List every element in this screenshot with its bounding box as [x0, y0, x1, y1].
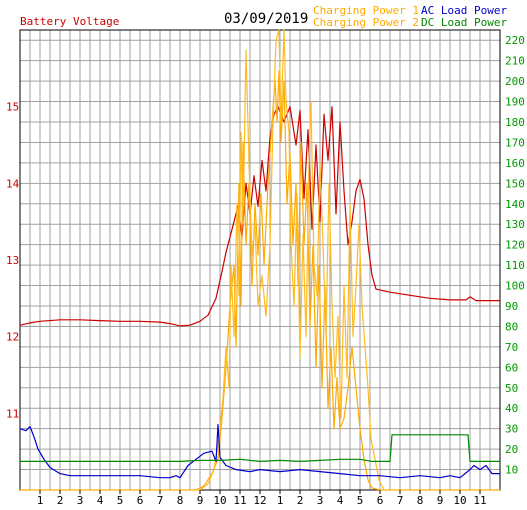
left-tick-label: 13	[6, 254, 19, 267]
series-line-charging-power-1	[20, 70, 500, 491]
x-tick-label: 3	[317, 494, 324, 507]
date-label: 03/09/2019	[224, 11, 308, 27]
x-tick-label: 10	[453, 494, 466, 507]
x-tick-label: 1	[277, 494, 284, 507]
x-tick-label: 5	[117, 494, 124, 507]
right-tick-label: 60	[505, 361, 518, 374]
right-tick-label: 20	[505, 443, 518, 456]
right-tick-label: 130	[505, 218, 525, 231]
x-tick-label: 10	[213, 494, 226, 507]
right-tick-label: 170	[505, 136, 525, 149]
right-tick-label: 30	[505, 423, 518, 436]
right-tick-label: 100	[505, 280, 525, 293]
x-tick-label: 5	[357, 494, 364, 507]
legend-dc-load-power: DC Load Power	[421, 16, 507, 29]
right-tick-label: 200	[505, 75, 525, 88]
x-tick-label: 8	[177, 494, 184, 507]
right-tick-label: 80	[505, 320, 518, 333]
legend-ac-load-power: AC Load Power	[421, 4, 507, 17]
x-tick-label: 2	[297, 494, 304, 507]
x-tick-label: 12	[253, 494, 266, 507]
right-tick-label: 110	[505, 259, 525, 272]
right-tick-label: 190	[505, 96, 525, 109]
x-tick-label: 9	[437, 494, 444, 507]
series-line-charging-power-2	[20, 29, 500, 491]
series-line-ac-load-power	[19, 424, 500, 479]
x-tick-label: 7	[397, 494, 404, 507]
x-tick-label: 11	[473, 494, 486, 507]
left-tick-label: 11	[6, 407, 19, 420]
x-tick-label: 1	[37, 494, 44, 507]
series-line-dc-load-power	[20, 434, 500, 462]
ticks: 1112131415102030405060708090100110120130…	[6, 34, 525, 507]
legend-charging-power-2: Charging Power 2	[313, 16, 419, 29]
right-tick-label: 40	[505, 402, 518, 415]
x-tick-label: 8	[417, 494, 424, 507]
left-tick-label: 12	[6, 331, 19, 344]
right-tick-label: 10	[505, 464, 518, 477]
left-tick-label: 14	[6, 177, 20, 190]
left-tick-label: 15	[6, 101, 19, 114]
x-tick-label: 9	[197, 494, 204, 507]
right-tick-label: 90	[505, 300, 518, 313]
right-tick-label: 50	[505, 382, 518, 395]
x-tick-label: 6	[137, 494, 144, 507]
right-tick-label: 140	[505, 198, 525, 211]
x-tick-label: 7	[157, 494, 164, 507]
x-tick-label: 6	[377, 494, 384, 507]
right-tick-label: 210	[505, 55, 525, 68]
right-tick-label: 120	[505, 239, 525, 252]
x-tick-label: 4	[97, 494, 104, 507]
legend-charging-power-1: Charging Power 1	[313, 4, 419, 17]
series-layer	[19, 29, 500, 491]
right-tick-label: 220	[505, 34, 525, 47]
right-tick-label: 160	[505, 157, 525, 170]
left-axis-label: Battery Voltage	[20, 15, 119, 28]
x-tick-label: 2	[57, 494, 64, 507]
right-tick-label: 150	[505, 177, 525, 190]
right-tick-label: 180	[505, 116, 525, 129]
x-tick-label: 4	[337, 494, 344, 507]
x-tick-label: 11	[233, 494, 246, 507]
right-tick-label: 70	[505, 341, 518, 354]
x-tick-label: 3	[77, 494, 84, 507]
